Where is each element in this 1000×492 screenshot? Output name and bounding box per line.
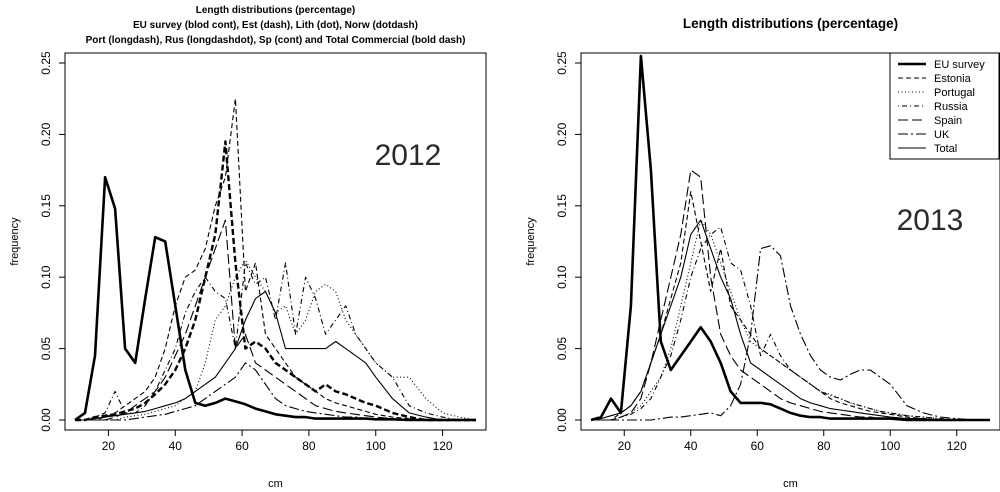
x-tick-label: 20: [102, 439, 116, 453]
chart-panel-2: Length distributions (percentage) 20 40 60 8…: [525, 16, 1000, 490]
plot-frame: [64, 52, 487, 431]
x-tick-label: 100: [366, 439, 386, 453]
x-tick-label: 60: [751, 439, 765, 453]
y-tick-label: 0.00: [555, 408, 569, 432]
series-line-longdashdot: [75, 362, 476, 421]
legend-label: Spain: [934, 115, 962, 127]
legend-label: Portugal: [934, 87, 975, 99]
series-line-longdash: [75, 219, 476, 421]
x-tick-label: 100: [880, 439, 900, 453]
chart-title-line: Length distributions (percentage): [196, 5, 355, 16]
y-axis-label: frequency: [9, 217, 21, 266]
legend-label: UK: [934, 129, 950, 141]
year-annotation: 2013: [897, 204, 964, 237]
y-tick-label: 0.20: [39, 122, 53, 146]
x-tick-label: 40: [169, 439, 183, 453]
legend-label: Russia: [934, 101, 969, 113]
chart-title-line: Length distributions (percentage): [683, 16, 898, 31]
series-line-bold-dash: [75, 140, 476, 422]
chart-title-line: EU survey (blod cont), Est (dash), Lith …: [133, 20, 418, 31]
y-tick-label: 0.05: [39, 337, 53, 361]
x-tick-label: 120: [947, 439, 967, 453]
series-line-dash: [75, 98, 476, 421]
series-line-dotdash: [75, 262, 476, 421]
legend-label: Total: [934, 143, 957, 155]
x-tick-label: 40: [684, 439, 698, 453]
y-tick-label: 0.10: [39, 265, 53, 289]
x-tick-label: 60: [235, 439, 249, 453]
x-tick-label: 80: [817, 439, 831, 453]
series-line-bold-solid: [74, 175, 476, 422]
chart-panel-1: Length distributions (percentage) EU surv…: [9, 5, 487, 490]
x-tick-label: 120: [433, 439, 453, 453]
x-axis-label: cm: [783, 478, 798, 490]
series-line-spain: [591, 169, 990, 421]
y-tick-label: 0.15: [555, 194, 569, 218]
series-line-solid: [75, 290, 476, 421]
y-tick-label: 0.10: [555, 265, 569, 289]
y-axis-label: frequency: [525, 217, 537, 266]
series-line-portugal: [591, 219, 990, 421]
series-group: [74, 98, 477, 422]
plot-frame: [580, 52, 1000, 431]
y-tick-label: 0.25: [39, 51, 53, 75]
legend-box: [889, 52, 1000, 160]
chart-title-line: Port (longdash), Rus (longdashdot), Sp (…: [86, 35, 466, 46]
series-group: [590, 54, 990, 422]
y-tick-label: 0.00: [39, 408, 53, 432]
series-line-dot: [75, 259, 477, 421]
y-tick-label: 0.25: [555, 51, 569, 75]
legend: EU survey Estonia Portugal Russia Spain UK Tot…: [889, 52, 1000, 160]
y-tick-label: 0.20: [555, 122, 569, 146]
year-annotation: 2012: [375, 139, 442, 172]
x-tick-label: 20: [618, 439, 632, 453]
series-line-total: [590, 219, 990, 421]
legend-label: Estonia: [934, 73, 972, 85]
legend-label: EU survey: [934, 59, 985, 71]
y-tick-label: 0.15: [39, 194, 53, 218]
x-axis-label: cm: [268, 478, 283, 490]
series-line-russia: [591, 226, 990, 421]
x-tick-label: 80: [302, 439, 316, 453]
y-tick-label: 0.05: [555, 337, 569, 361]
series-line-uk: [591, 245, 990, 421]
